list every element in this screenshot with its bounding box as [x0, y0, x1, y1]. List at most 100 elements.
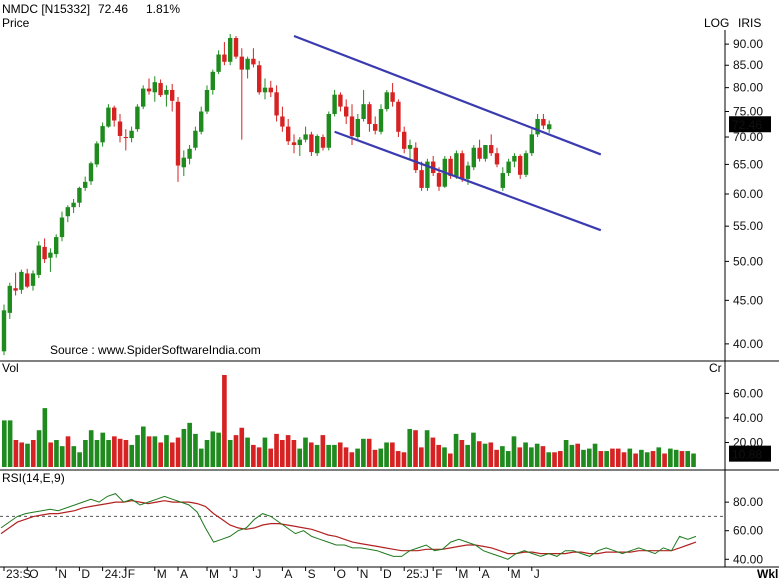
volume-bar — [610, 448, 615, 467]
candle-body — [233, 38, 239, 57]
candle-body — [535, 118, 540, 135]
candle-body — [170, 89, 175, 101]
channel-line-lower — [334, 130, 602, 232]
candle-body — [152, 82, 157, 93]
candle-body — [489, 145, 494, 154]
candle-body — [320, 137, 326, 148]
volume-tick-label: 40.00 — [733, 411, 763, 425]
volume-bar — [77, 452, 82, 467]
volume-bar — [297, 448, 303, 467]
candle-body — [216, 54, 221, 72]
candle-body — [25, 273, 30, 287]
volume-bar — [511, 436, 517, 467]
candle-body — [129, 130, 134, 139]
price-tick-label: 50.00 — [733, 254, 763, 268]
candle-body — [471, 147, 476, 168]
volume-bar — [30, 440, 36, 467]
volume-bar — [558, 451, 563, 467]
volume-bar — [314, 444, 320, 467]
volume-bar — [575, 443, 581, 467]
price-tick-label: 65.00 — [733, 157, 763, 171]
volume-bar — [268, 448, 274, 467]
symbol-label: NMDC [N15332] — [2, 2, 90, 16]
volume-bar — [413, 430, 418, 467]
candle-body — [135, 106, 140, 130]
x-tick-label: J — [232, 567, 238, 581]
candle-body — [465, 165, 471, 179]
volume-bar — [303, 437, 308, 467]
candle-body — [268, 87, 273, 93]
volume-bar — [662, 453, 667, 467]
volume-bar — [384, 442, 389, 467]
volume-bar — [442, 447, 447, 467]
x-tick-label: M — [458, 567, 468, 581]
candle-body — [361, 104, 366, 119]
volume-bar — [668, 448, 673, 467]
volume-bar — [36, 430, 42, 467]
rsi-tick-label: 80.00 — [733, 495, 763, 509]
candle-body — [344, 106, 349, 117]
volume-bar — [256, 447, 262, 467]
candle-body — [71, 202, 76, 208]
volume-bar — [245, 437, 250, 467]
volume-unit-label: Cr — [709, 361, 722, 375]
scale-mode-label[interactable]: LOG — [704, 16, 729, 30]
volume-bar — [639, 449, 644, 467]
volume-bar — [65, 436, 71, 467]
volume-bar — [94, 440, 100, 467]
volume-bar — [546, 452, 552, 467]
volume-bar — [135, 435, 140, 467]
period-label[interactable]: Wkl — [757, 567, 778, 581]
volume-panel-label: Vol — [2, 361, 19, 375]
x-tick-label: O — [337, 567, 346, 581]
volume-bar — [488, 442, 494, 467]
rsi-line — [0, 493, 697, 560]
channel-line-upper — [293, 34, 602, 156]
candle-body — [309, 134, 314, 153]
volume-bar — [227, 440, 233, 467]
candle-body — [175, 101, 181, 166]
volume-bar — [482, 443, 488, 467]
volume-bar — [529, 447, 534, 467]
candle-body — [332, 94, 337, 114]
candle-body — [251, 58, 256, 65]
volume-bar — [361, 438, 366, 467]
volume-bar — [239, 427, 245, 467]
volume-bar — [141, 426, 146, 467]
candle-body — [338, 94, 343, 107]
candle-body — [146, 88, 152, 92]
volume-bar — [274, 433, 279, 467]
candle-body — [541, 118, 546, 126]
candle-body — [123, 137, 128, 139]
candle-body — [112, 107, 117, 121]
rsi-panel — [0, 493, 725, 560]
candle-body — [83, 181, 88, 188]
volume-bar — [563, 440, 569, 467]
candle-body — [373, 124, 378, 131]
candle-body — [355, 118, 360, 138]
volume-bar — [181, 428, 187, 467]
candle-body — [460, 153, 465, 179]
last-price-marker-label: 72.46 — [732, 118, 762, 132]
volume-bar — [355, 448, 360, 467]
candle-body — [204, 89, 210, 112]
volume-bar — [378, 448, 384, 467]
volume-bar — [644, 452, 650, 467]
volume-bar — [459, 440, 465, 467]
candle-body — [245, 58, 250, 70]
price-tick-label: 40.00 — [733, 337, 763, 351]
candle-body — [141, 88, 146, 107]
last-price-marker — [729, 116, 771, 133]
candle-body — [42, 246, 47, 260]
volume-bar — [430, 437, 436, 467]
candle-body — [54, 237, 59, 255]
candle-body — [477, 147, 482, 159]
volume-bar — [25, 443, 30, 467]
candle-body — [106, 107, 111, 127]
volume-bar — [123, 440, 129, 467]
volume-bar — [679, 451, 685, 467]
volume-bar — [204, 440, 210, 467]
volume-bar — [534, 443, 540, 467]
x-tick-label: A — [284, 567, 292, 581]
